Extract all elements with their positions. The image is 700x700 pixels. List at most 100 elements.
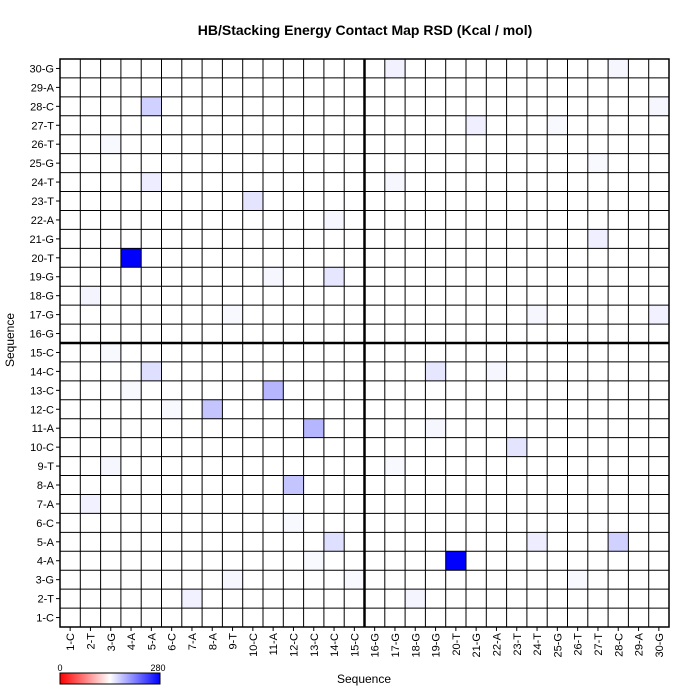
y-tick-label: 13-C (30, 385, 54, 397)
y-tick-label: 26-T (31, 139, 54, 151)
y-tick-label: 14-C (30, 366, 54, 378)
y-tick-label: 16-G (30, 329, 54, 341)
heatmap-cell (100, 343, 121, 362)
y-axis-label: Sequence (3, 313, 17, 367)
x-tick-label: 15-C (349, 633, 361, 657)
y-tick-label: 8-A (37, 480, 55, 492)
x-tick-label: 17-G (390, 633, 402, 657)
heatmap-cell (425, 418, 446, 438)
y-tick-label: 1-C (36, 613, 54, 625)
y-tick-label: 10-C (30, 442, 54, 454)
x-tick-label: 3-G (106, 633, 118, 651)
x-tick-label: 21-G (471, 633, 483, 657)
y-tick-label: 9-T (38, 461, 55, 473)
x-tick-label: 24-T (532, 633, 544, 656)
x-axis-label: Sequence (337, 672, 391, 686)
colorbar-max-label: 280 (150, 663, 165, 673)
x-tick-label: 14-C (329, 633, 341, 657)
heatmap-cell (323, 267, 345, 287)
heatmap-cell (100, 456, 121, 476)
heatmap-cell (506, 437, 527, 457)
heatmap-cell (608, 59, 629, 78)
heatmap-cell (567, 570, 588, 590)
x-tick-label: 25-G (552, 633, 564, 657)
colorbar: 0 280 (57, 663, 166, 685)
heatmap-cell (384, 172, 406, 192)
heatmap-cell (263, 380, 284, 400)
y-tick-label: 21-G (30, 234, 54, 246)
x-tick-label: 27-T (593, 633, 605, 656)
heatmap-cell (648, 305, 669, 325)
y-tick-label: 4-A (37, 556, 55, 568)
x-tick-label: 6-C (167, 633, 179, 651)
heatmap-cell (323, 210, 345, 230)
x-tick-label: 19-G (431, 633, 443, 657)
y-tick-label: 3-G (36, 575, 54, 587)
y-tick-label: 27-T (31, 120, 54, 132)
heatmap-cell (303, 418, 324, 438)
y-tick-label: 6-C (36, 518, 54, 530)
y-tick-label: 7-A (37, 499, 55, 511)
x-tick-label: 5-A (146, 632, 158, 650)
y-tick-label: 22-A (31, 215, 55, 227)
heatmap-cell (303, 551, 324, 571)
y-tick-label: 18-G (30, 291, 54, 303)
heatmap-cell (222, 570, 243, 590)
y-tick-label: 24-T (31, 177, 54, 189)
x-tick-label: 26-T (573, 633, 585, 656)
heatmap-cell (466, 115, 487, 135)
x-tick-label: 13-C (309, 633, 321, 657)
plot-border (59, 58, 670, 628)
heatmap-cell (587, 229, 609, 249)
y-tick-label: 19-G (30, 272, 54, 284)
y-tick-label: 28-C (30, 101, 54, 113)
y-tick-label: 29-A (31, 82, 55, 94)
x-tick-label: 28-C (613, 633, 625, 657)
heatmap-cell (80, 494, 101, 514)
x-tick-label: 10-C (248, 633, 260, 657)
heatmap-cell (222, 305, 243, 325)
heatmap-cell (405, 589, 426, 609)
heatmap-cell (181, 589, 203, 609)
heatmap-cell (283, 513, 304, 533)
heatmap-cell (547, 115, 568, 135)
grid-layer (59, 58, 670, 628)
y-tick-label: 25-G (30, 158, 54, 170)
x-tick-label: 12-C (288, 633, 300, 657)
heatmap-cell (202, 399, 223, 419)
x-tick-label: 20-T (451, 633, 463, 656)
heatmap-cell (161, 399, 182, 419)
heatmap-cell (526, 532, 548, 552)
x-tick-label: 2-T (85, 633, 97, 650)
heatmap-cell (425, 361, 446, 381)
x-tick-label: 7-A (187, 632, 199, 650)
y-tick-layer: 1-C 2-T 3-G 4-A 5-A 6-C 7-A 8-A 9-T 10-C 11-A 12-C 1… (30, 63, 60, 625)
heatmap-cell (344, 570, 365, 590)
x-tick-label: 8-A (207, 632, 219, 650)
x-tick-label: 22-A (491, 632, 503, 656)
heatmap-cell (100, 134, 121, 154)
y-tick-label: 23-T (31, 196, 54, 208)
y-tick-label: 30-G (30, 63, 54, 75)
heatmap-cell (141, 96, 162, 116)
x-tick-label: 9-T (228, 633, 240, 650)
x-tick-label: 18-G (410, 633, 422, 657)
heatmap-cell (445, 551, 466, 571)
y-tick-label: 2-T (38, 594, 55, 606)
colorbar-gradient (59, 672, 161, 685)
heatmap-cell (141, 361, 162, 381)
heatmap-cell (80, 286, 101, 306)
x-tick-label: 29-A (634, 632, 646, 656)
x-tick-label: 16-G (370, 633, 382, 657)
x-tick-label: 1-C (65, 633, 77, 651)
heatmap-cell (323, 532, 345, 552)
y-tick-label: 11-A (32, 423, 55, 435)
heatmap-cell (242, 191, 263, 211)
heatmap-cell (486, 361, 507, 381)
heatmap-cell (263, 267, 284, 287)
x-tick-label: 11-A (268, 632, 280, 655)
heatmap-cell (648, 96, 669, 116)
y-tick-label: 17-G (30, 310, 54, 322)
